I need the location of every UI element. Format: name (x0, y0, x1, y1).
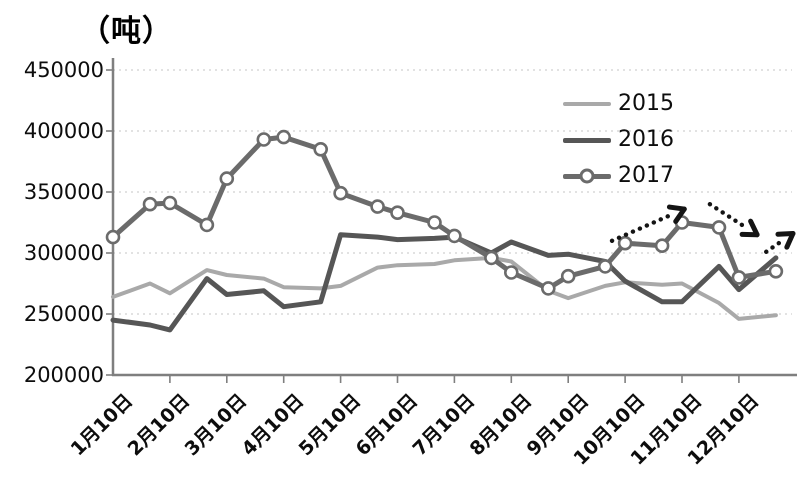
trend-arrow-3-shaft (764, 239, 784, 254)
series-marker-2017 (503, 265, 519, 280)
series-marker-2017 (142, 196, 158, 212)
y-axis-label: 450000 (23, 58, 104, 82)
series-marker-2017 (654, 238, 670, 253)
legend-label: 2017 (618, 163, 674, 188)
legend-label: 2015 (618, 91, 674, 116)
series-marker-2017 (333, 185, 348, 201)
y-axis-unit-label: （吨） (80, 14, 173, 49)
series-marker-2017 (390, 205, 405, 220)
y-axis-label: 200000 (23, 363, 104, 387)
legend-line-2015-icon (563, 102, 611, 106)
y-axis-label: 250000 (23, 302, 104, 326)
legend-item-2017: 2017 (563, 158, 674, 194)
series-marker-2017 (617, 235, 633, 251)
y-axis-label: 300000 (23, 241, 104, 265)
trend-arrow-2-head (748, 218, 760, 238)
series-line-2015 (111, 255, 778, 321)
legend-line-2017-icon (563, 168, 611, 184)
y-axis-label: 400000 (23, 119, 104, 143)
trend-arrow-3-head (775, 230, 796, 237)
series-marker-2017 (219, 171, 235, 186)
series-line-2016 (110, 232, 779, 333)
series-marker-2017 (256, 132, 272, 147)
series-marker-2017 (427, 215, 442, 230)
series-marker-2017 (731, 270, 747, 285)
series-marker-2017 (370, 199, 385, 214)
series-marker-2017 (711, 220, 727, 235)
series-marker-2017 (199, 217, 215, 233)
legend-line-2016-icon (563, 137, 611, 143)
series-marker-2017 (276, 129, 292, 145)
series-marker-2017 (560, 268, 576, 284)
series-marker-2017 (447, 228, 462, 244)
series-marker-2017 (540, 281, 556, 296)
series-marker-2017 (484, 250, 499, 266)
legend-item-2015: 2015 (563, 86, 674, 122)
trend-arrow-1-head (666, 204, 687, 212)
series-marker-2017 (597, 259, 613, 274)
series-marker-2017 (162, 195, 178, 211)
series-marker-2017 (105, 229, 121, 245)
trend-arrow-2-shaft (707, 201, 748, 230)
y-axis-label: 350000 (23, 180, 104, 204)
legend-circle-marker-icon (579, 168, 595, 184)
series-marker-2017 (313, 142, 329, 157)
series-marker-2017 (768, 263, 784, 279)
legend-label: 2016 (618, 127, 674, 152)
legend-item-2016: 2016 (563, 122, 674, 158)
legend: 2015 2016 2017 (563, 86, 674, 194)
trend-arrow-1-shaft (609, 212, 674, 244)
series-line-2017 (110, 134, 779, 291)
